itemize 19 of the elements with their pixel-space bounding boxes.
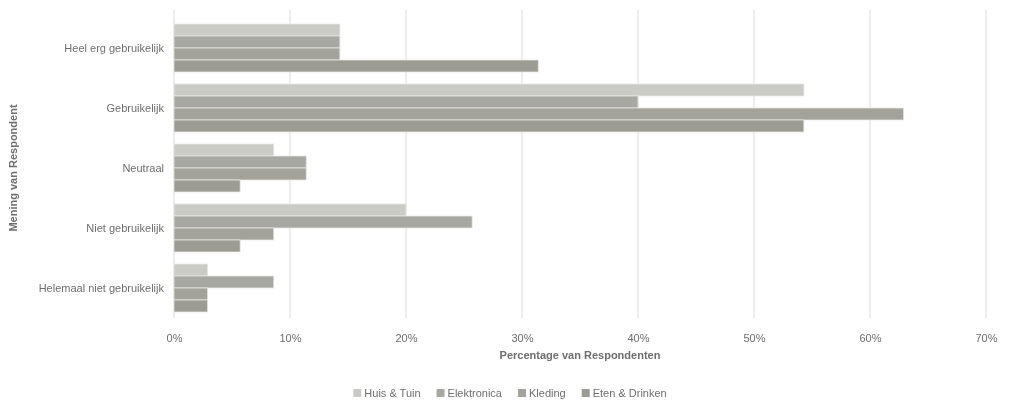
y-tick-label: Heel erg gebruikelijk [64,41,165,54]
x-axis-title: Percentage van Respondenten [499,349,661,361]
x-tick-label: 30% [511,331,534,344]
y-tick-label: Helemaal niet gebruikelijk [38,281,165,294]
x-tick-label: 0% [166,331,183,344]
x-tick-label: 20% [395,331,418,344]
x-tick-label: 60% [859,331,882,344]
y-tick-label: Neutraal [122,161,164,174]
y-tick-label: Niet gebruikelijk [86,221,165,234]
legend-label: Huis & Tuin [364,387,421,399]
legend-label: Kleding [528,387,566,399]
legend-label: Elektronica [447,387,503,399]
x-tick-label: 50% [743,331,766,344]
x-tick-label: 40% [627,331,650,344]
y-axis-title: Mening van Respondent [7,104,19,232]
y-tick-label: Gebruikelijk [106,101,165,114]
legend-label: Eten & Drinken [592,387,667,399]
x-tick-label: 10% [279,331,302,344]
x-tick-label: 70% [975,331,998,344]
